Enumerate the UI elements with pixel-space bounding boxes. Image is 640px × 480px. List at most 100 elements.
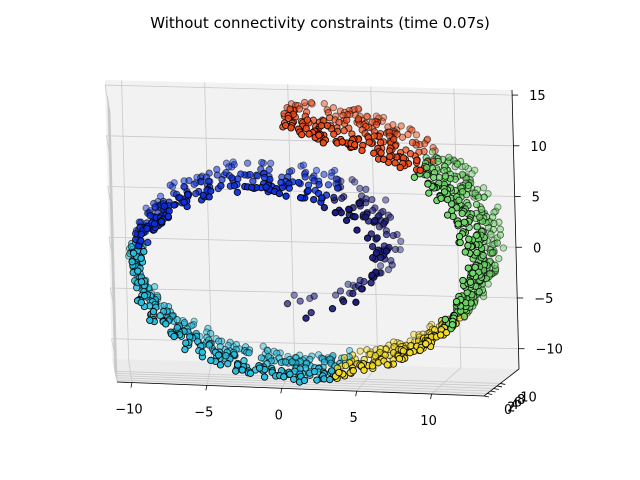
data-point <box>342 216 351 225</box>
data-point <box>329 104 338 112</box>
data-point <box>459 276 467 285</box>
data-point <box>353 226 361 234</box>
data-point <box>230 182 238 190</box>
data-point <box>310 195 318 204</box>
data-point <box>295 178 303 187</box>
data-point <box>389 231 397 240</box>
data-point <box>469 269 477 277</box>
data-point <box>318 194 326 202</box>
data-point <box>149 307 158 316</box>
data-point <box>368 271 376 279</box>
grid-z-left <box>109 287 116 314</box>
data-point <box>232 367 240 375</box>
data-point <box>310 292 318 300</box>
data-point <box>468 170 476 178</box>
grid-z-left <box>106 135 112 166</box>
data-point <box>384 266 393 274</box>
data-point <box>190 317 198 325</box>
data-point <box>320 170 328 179</box>
data-point <box>282 358 290 366</box>
grid-z-back <box>106 135 514 147</box>
data-point <box>150 283 159 291</box>
data-point <box>340 127 348 135</box>
data-point <box>494 203 502 211</box>
data-point <box>173 316 181 324</box>
data-point <box>243 159 252 167</box>
grid-x-floor <box>431 367 462 395</box>
data-point <box>371 352 380 360</box>
data-point <box>248 183 256 192</box>
data-point <box>490 219 498 228</box>
data-point <box>390 135 398 143</box>
data-point <box>286 105 294 113</box>
data-point <box>430 173 438 182</box>
y-axis-line <box>483 368 520 397</box>
data-point <box>300 98 309 107</box>
data-point <box>412 131 421 139</box>
data-point <box>458 188 467 196</box>
data-point <box>310 367 319 376</box>
data-point <box>458 209 466 218</box>
data-point <box>182 339 190 347</box>
data-point <box>464 241 472 250</box>
data-point <box>328 305 337 313</box>
data-point <box>363 112 371 120</box>
data-point <box>137 298 145 307</box>
data-point <box>144 238 152 247</box>
data-point <box>416 346 424 354</box>
data-point <box>214 351 223 359</box>
y-tick-label: 8 <box>517 393 525 408</box>
data-point <box>192 189 200 198</box>
data-point <box>305 130 313 138</box>
y-tick-label: 10 <box>520 390 537 405</box>
data-point <box>471 166 479 174</box>
data-point <box>479 184 488 192</box>
data-point <box>423 163 431 172</box>
data-point <box>369 254 377 262</box>
data-point <box>441 315 449 324</box>
data-point <box>137 237 145 245</box>
data-point <box>386 213 395 221</box>
data-point <box>330 193 338 202</box>
data-point <box>335 368 343 377</box>
grid-x-floor <box>206 361 213 386</box>
data-point <box>479 251 487 260</box>
data-point <box>396 163 404 172</box>
data-point <box>233 188 242 196</box>
data-point <box>473 248 481 257</box>
grid-x-back <box>287 84 296 364</box>
data-point <box>173 324 181 332</box>
data-point <box>352 298 360 306</box>
data-point <box>288 358 296 366</box>
data-point <box>379 113 388 122</box>
data-point <box>320 203 329 212</box>
data-point <box>170 332 178 341</box>
data-point <box>362 185 370 193</box>
z-tick-label: 5 <box>532 191 540 206</box>
data-point <box>164 212 172 221</box>
data-point <box>337 209 345 217</box>
data-point <box>452 297 461 306</box>
data-point <box>264 347 272 355</box>
data-point <box>277 178 285 187</box>
data-point <box>204 177 213 185</box>
data-point <box>150 220 159 228</box>
data-point <box>224 360 232 368</box>
y-tick-mark <box>500 383 506 385</box>
data-point <box>330 166 339 175</box>
data-point <box>448 321 457 329</box>
data-point <box>464 264 472 272</box>
data-point <box>492 207 500 215</box>
grid-y-left <box>107 96 116 372</box>
data-point <box>257 354 266 362</box>
data-point <box>465 235 473 243</box>
data-point <box>260 373 269 381</box>
data-point <box>368 362 377 370</box>
y-tick-mark <box>483 395 490 398</box>
data-point <box>140 292 149 300</box>
data-point <box>275 189 284 198</box>
data-point <box>434 157 442 166</box>
data-point <box>160 202 169 210</box>
data-point <box>267 159 275 167</box>
y-tick-label: 6 <box>514 395 522 410</box>
